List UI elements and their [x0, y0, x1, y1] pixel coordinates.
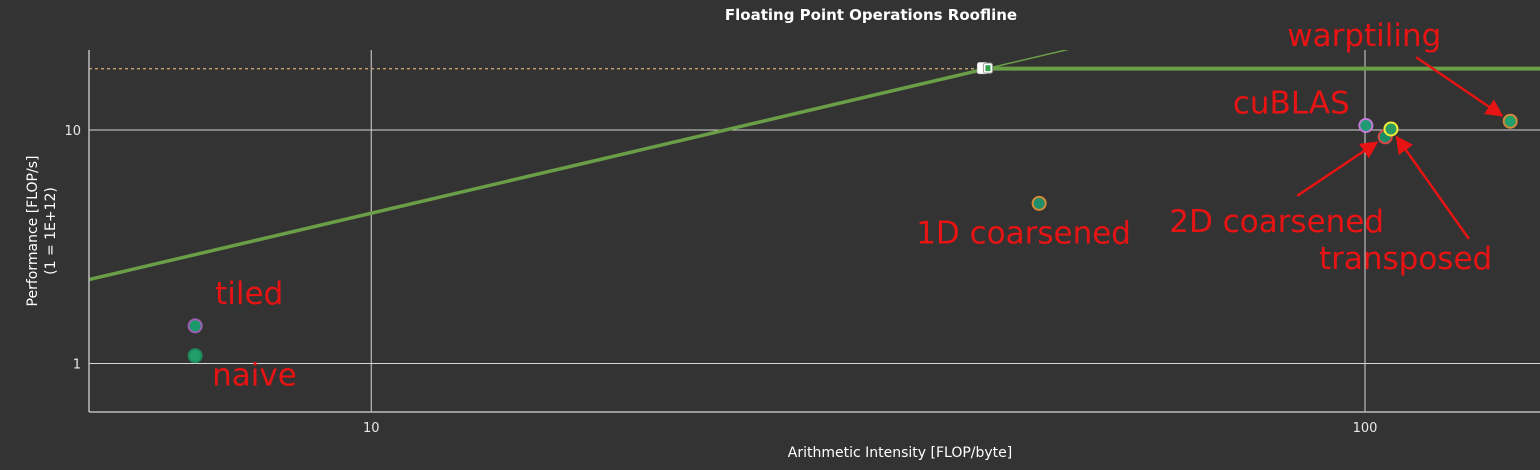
data-points — [187, 113, 1518, 364]
roofline — [89, 50, 1540, 282]
annotation-2d-coarsened: 2D coarsened — [1169, 204, 1384, 240]
memory-bound-roof — [89, 67, 986, 282]
data-point-tiled[interactable] — [187, 318, 203, 334]
x-tick-label: 100 — [1353, 421, 1378, 436]
annotation-warptiling: warptiling — [1287, 18, 1441, 54]
annotation-cublas: cuBLAS — [1233, 86, 1350, 122]
bandwidth-extension — [985, 50, 1070, 70]
y-axis-label: Performance [FLOP/s] — [25, 156, 41, 307]
data-point-warptiling[interactable] — [1502, 113, 1518, 129]
annotation-transposed: transposed — [1319, 241, 1492, 277]
grid — [89, 50, 1540, 412]
tick-labels: 10 100 1 10 — [64, 124, 1377, 436]
y-tick-label: 1 — [73, 358, 81, 373]
annotation-naive: naive — [212, 358, 297, 394]
chart-title: Floating Point Operations Roofline — [725, 6, 1017, 24]
data-point-1d-coarsened[interactable] — [1031, 195, 1047, 211]
x-axis-label: Arithmetic Intensity [FLOP/byte] — [788, 445, 1012, 461]
data-point-cublas[interactable] — [1358, 118, 1374, 134]
annotation-tiled: tiled — [215, 276, 283, 312]
y-tick-label: 10 — [64, 124, 81, 139]
annotation-labels: naive tiled 1D coarsened cuBLAS 2D coarsened… — [212, 18, 1492, 393]
ridge-marker-core — [985, 65, 991, 72]
arrow-warptiling — [1415, 56, 1504, 117]
annotation-arrows — [1296, 56, 1504, 240]
annotation-1d-coarsened: 1D coarsened — [916, 215, 1131, 251]
y-axis-sublabel: (1 = 1E+12) — [43, 187, 59, 275]
data-point-naive[interactable] — [187, 348, 203, 364]
data-point-transposed[interactable] — [1383, 121, 1399, 137]
arrow-2d-coarsened — [1296, 141, 1379, 197]
x-tick-label: 10 — [363, 421, 380, 436]
arrow-transposed — [1395, 135, 1470, 240]
